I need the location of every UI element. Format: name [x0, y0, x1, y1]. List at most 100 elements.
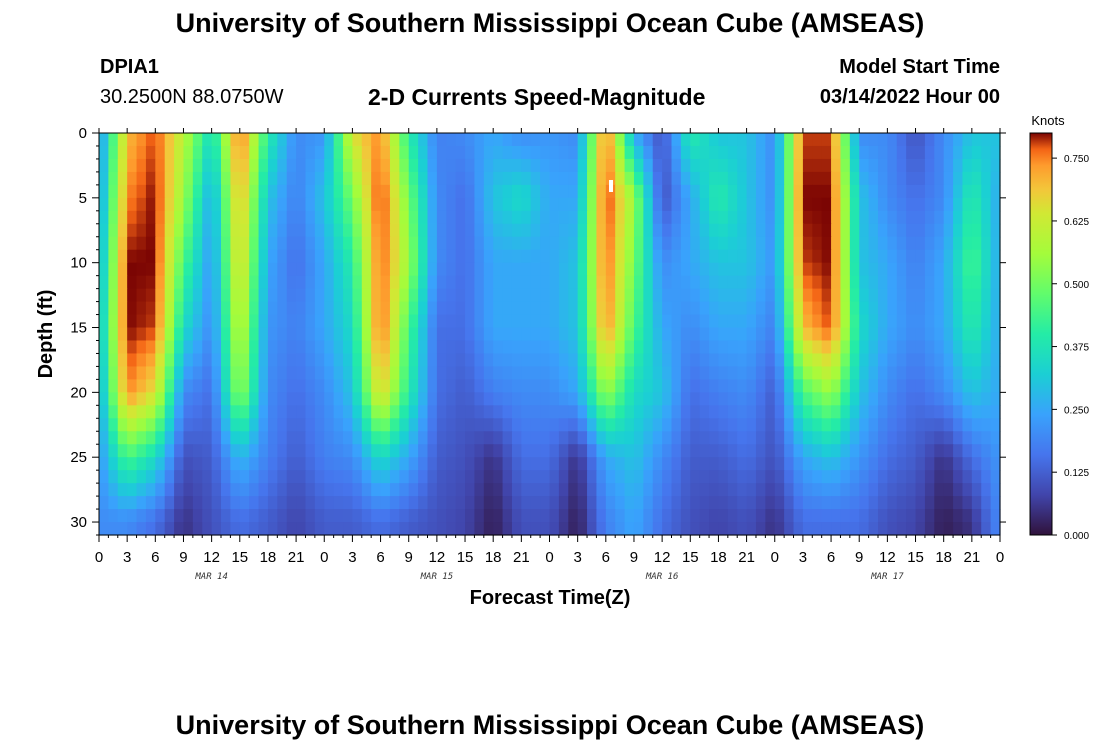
heatmap-cell [446, 133, 457, 147]
heatmap-cell [521, 223, 532, 238]
heatmap-cell [615, 496, 626, 510]
heatmap-cell [361, 431, 372, 445]
heatmap-cell [136, 184, 147, 199]
heatmap-cell [286, 431, 297, 445]
heatmap-cell [455, 145, 466, 160]
heatmap-cell [906, 158, 917, 173]
heatmap-cell [821, 133, 832, 147]
heatmap-cell [117, 236, 128, 251]
heatmap-cell [699, 236, 710, 251]
heatmap-cell [981, 522, 992, 536]
heatmap-cell [568, 133, 579, 147]
heatmap-cell [145, 392, 156, 406]
heatmap-cell [483, 327, 494, 342]
heatmap-cell [436, 262, 447, 277]
heatmap-cell [521, 301, 532, 316]
heatmap-cell [699, 249, 710, 264]
heatmap-cell [408, 249, 419, 264]
heatmap-cell [277, 366, 288, 380]
heatmap-cell [709, 444, 720, 458]
heatmap-cell [446, 314, 457, 329]
heatmap-cell [221, 431, 231, 445]
heatmap-cell [643, 223, 654, 238]
heatmap-cell [239, 392, 250, 406]
heatmap-cell [136, 444, 147, 458]
heatmap-cell [906, 483, 917, 497]
heatmap-cell [793, 275, 804, 290]
heatmap-cell [671, 418, 682, 432]
heatmap-cell [361, 133, 372, 147]
heatmap-cell [906, 431, 917, 445]
heatmap-cell [361, 314, 372, 329]
heatmap-cell [718, 444, 729, 458]
heatmap-cell [859, 236, 870, 251]
heatmap-cell [427, 236, 438, 251]
heatmap-cell [652, 522, 663, 536]
heatmap-cell [230, 171, 241, 186]
heatmap-cell [530, 392, 541, 406]
heatmap-cell [859, 457, 870, 471]
heatmap-cell [953, 509, 964, 523]
heatmap-cell [943, 496, 954, 510]
heatmap-cell [324, 171, 335, 186]
heatmap-cell [145, 158, 156, 173]
heatmap-cell [296, 236, 307, 251]
heatmap-cell [530, 496, 541, 510]
heatmap-cell [164, 327, 175, 342]
heatmap-cell [239, 522, 250, 536]
heatmap-cell [314, 288, 325, 303]
heatmap-cell [136, 262, 147, 277]
heatmap-cell [371, 288, 382, 303]
heatmap-cell [549, 353, 560, 368]
heatmap-cell [145, 262, 156, 277]
heatmap-cell [680, 249, 691, 264]
heatmap-cell [605, 405, 616, 419]
heatmap-cell [389, 457, 400, 471]
heatmap-cell [108, 249, 119, 264]
heatmap-cell [174, 314, 185, 329]
heatmap-cell [540, 470, 551, 484]
heatmap-cell [915, 522, 926, 536]
heatmap-cell [314, 483, 325, 497]
heatmap-cell [971, 301, 982, 316]
heatmap-cell [859, 184, 870, 199]
heatmap-cell [258, 249, 269, 264]
heatmap-cell [577, 288, 588, 303]
heatmap-cell [962, 133, 973, 147]
heatmap-cell [971, 275, 982, 290]
heatmap-cell [446, 223, 457, 238]
heatmap-cell [465, 496, 476, 510]
heatmap-cell [249, 366, 260, 380]
heatmap-cell [737, 133, 748, 147]
heatmap-cell [596, 522, 607, 536]
heatmap-cell [511, 431, 522, 445]
heatmap-cell [568, 223, 579, 238]
heatmap-cell [943, 353, 954, 368]
heatmap-cell [558, 483, 569, 497]
heatmap-cell [249, 340, 260, 355]
heatmap-cell [924, 288, 935, 303]
heatmap-cell [343, 288, 354, 303]
heatmap-cell [577, 353, 588, 368]
heatmap-cell [746, 301, 757, 316]
heatmap-cell [934, 223, 945, 238]
heatmap-cell [267, 197, 278, 212]
heatmap-cell [943, 184, 954, 199]
heatmap-cell [699, 509, 710, 523]
heatmap-cell [699, 133, 710, 147]
heatmap-cell [596, 483, 607, 497]
heatmap-cell [305, 509, 316, 523]
heatmap-cell [333, 366, 344, 380]
heatmap-cell [868, 444, 879, 458]
heatmap-cell [896, 366, 907, 380]
heatmap-cell [896, 275, 907, 290]
chart-title-bottom: University of Southern Mississippi Ocean… [175, 710, 925, 740]
heatmap-cell [896, 444, 907, 458]
heatmap-cell [624, 133, 635, 147]
heatmap-cell [709, 340, 720, 355]
heatmap-cell [258, 171, 269, 186]
heatmap-cell [267, 184, 278, 199]
heatmap-cell [324, 405, 335, 419]
heatmap-cell [174, 483, 185, 497]
heatmap-cell [943, 418, 954, 432]
